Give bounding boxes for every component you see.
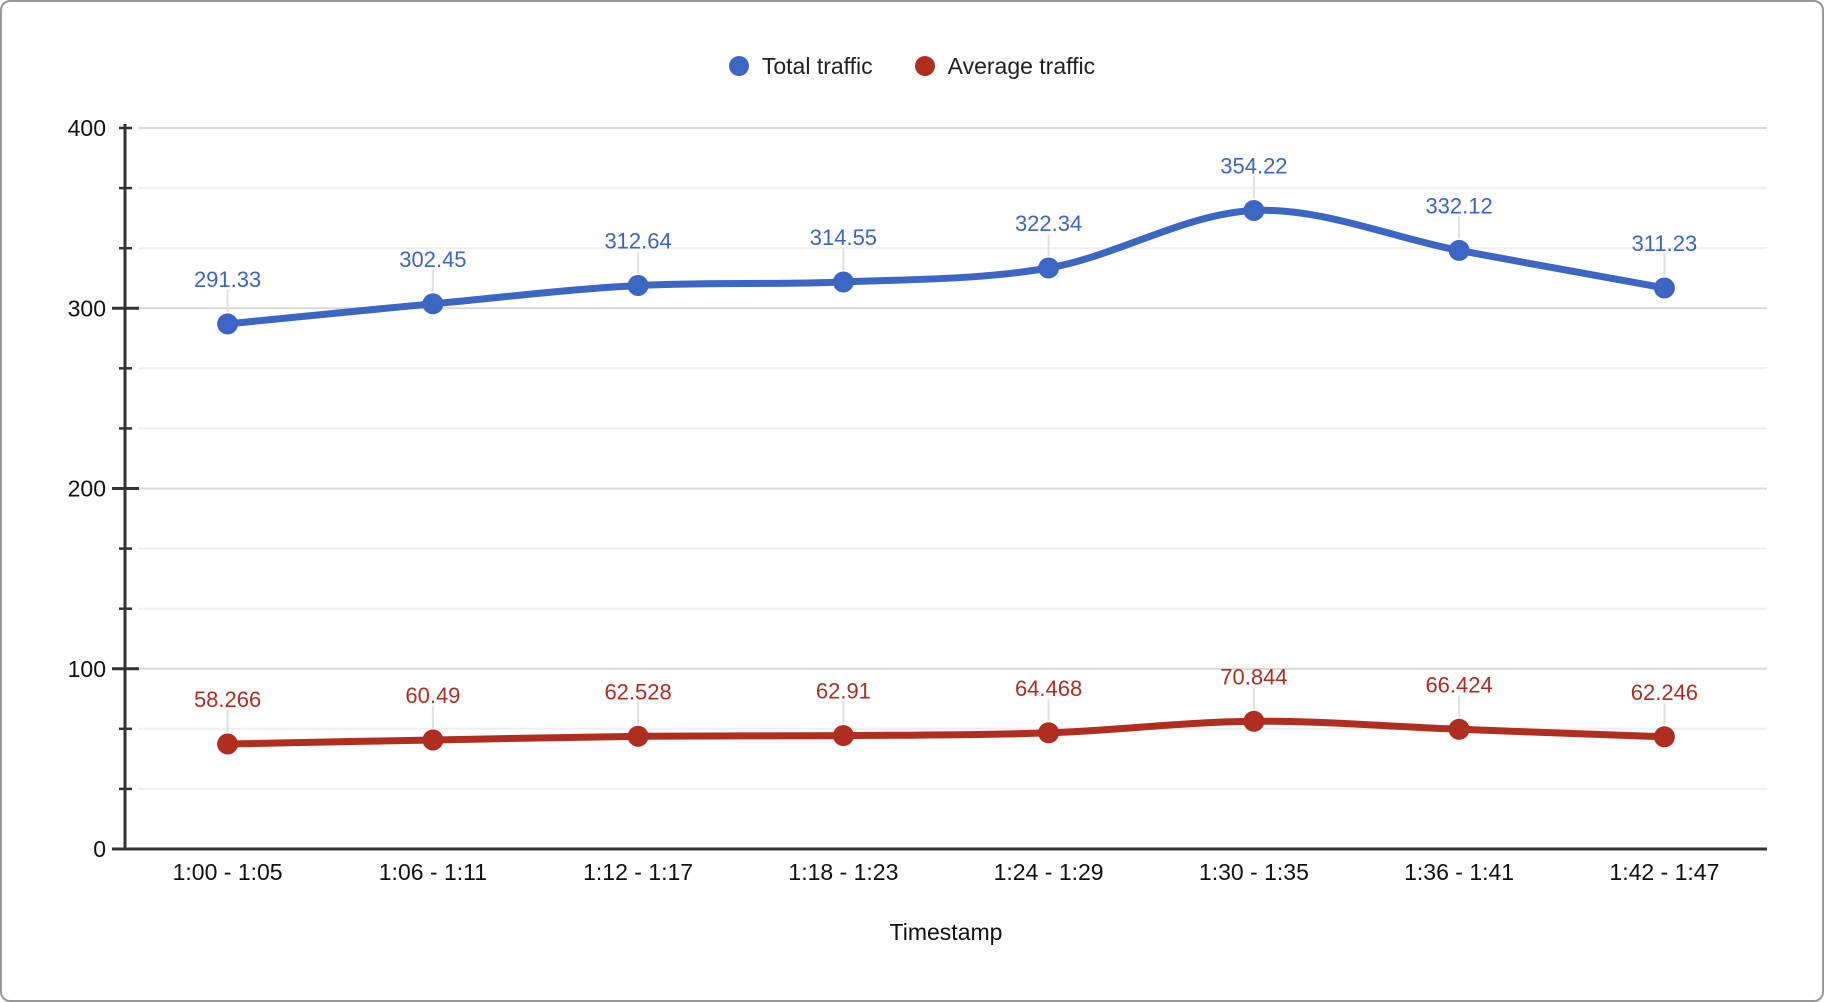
data-point-label-total-traffic-6: 332.12 — [1425, 193, 1492, 218]
x-tick-label-0: 1:00 - 1:05 — [173, 859, 283, 885]
data-point-marker-total-traffic-1[interactable] — [422, 293, 444, 315]
data-point-label-average-traffic-2: 62.528 — [604, 679, 671, 704]
y-tick-label-100: 100 — [68, 656, 106, 682]
x-tick-label-2: 1:12 - 1:17 — [583, 859, 693, 885]
data-point-marker-total-traffic-6[interactable] — [1448, 239, 1470, 261]
x-axis-title: Timestamp — [890, 919, 1003, 945]
chart-legend: Total traffic Average traffic — [2, 50, 1822, 82]
legend-item-total-traffic[interactable]: Total traffic — [728, 52, 873, 79]
data-point-marker-total-traffic-4[interactable] — [1038, 257, 1060, 279]
legend-swatch-average-traffic-icon — [914, 56, 935, 76]
data-point-marker-average-traffic-3[interactable] — [832, 725, 854, 747]
x-tick-label-6: 1:36 - 1:41 — [1404, 859, 1514, 885]
data-point-marker-total-traffic-0[interactable] — [217, 313, 239, 335]
x-tick-label-4: 1:24 - 1:29 — [994, 859, 1104, 885]
data-point-marker-average-traffic-4[interactable] — [1038, 722, 1060, 744]
data-point-label-average-traffic-3: 62.91 — [816, 679, 871, 704]
y-tick-label-400: 400 — [68, 115, 106, 141]
legend-label-average-traffic: Average traffic — [947, 52, 1096, 79]
data-point-label-total-traffic-1: 302.45 — [399, 247, 466, 272]
x-tick-label-5: 1:30 - 1:35 — [1199, 859, 1309, 885]
x-tick-label-1: 1:06 - 1:11 — [379, 859, 487, 885]
data-point-label-total-traffic-3: 314.55 — [810, 225, 877, 250]
legend-swatch-total-traffic-icon — [728, 56, 749, 76]
data-point-label-total-traffic-7: 311.23 — [1632, 231, 1698, 256]
y-tick-label-200: 200 — [68, 476, 106, 502]
data-point-marker-total-traffic-5[interactable] — [1243, 200, 1265, 221]
series-line-total-traffic[interactable] — [224, 206, 1668, 328]
data-point-label-average-traffic-0: 58.266 — [194, 687, 261, 712]
data-point-label-total-traffic-4: 322.34 — [1015, 211, 1082, 236]
data-point-label-average-traffic-4: 64.468 — [1015, 676, 1082, 701]
data-point-label-total-traffic-2: 312.64 — [604, 229, 671, 254]
data-point-marker-average-traffic-6[interactable] — [1448, 718, 1470, 740]
data-point-label-average-traffic-5: 70.844 — [1220, 664, 1287, 689]
data-point-marker-average-traffic-2[interactable] — [627, 725, 649, 747]
data-point-marker-average-traffic-7[interactable] — [1653, 726, 1675, 748]
legend-item-average-traffic[interactable]: Average traffic — [914, 52, 1096, 79]
data-point-label-average-traffic-6: 66.424 — [1425, 672, 1492, 697]
data-point-label-average-traffic-7: 62.246 — [1631, 680, 1698, 705]
data-point-marker-average-traffic-1[interactable] — [422, 729, 444, 751]
data-point-marker-average-traffic-5[interactable] — [1243, 710, 1265, 732]
y-tick-label-0: 0 — [93, 836, 106, 862]
y-tick-label-300: 300 — [68, 295, 106, 321]
x-tick-label-7: 1:42 - 1:47 — [1609, 859, 1719, 885]
data-point-marker-total-traffic-3[interactable] — [832, 271, 854, 293]
series-line-average-traffic[interactable] — [224, 717, 1668, 748]
data-point-label-total-traffic-5: 354.22 — [1220, 154, 1287, 179]
legend-label-total-traffic: Total traffic — [761, 52, 873, 79]
data-point-marker-total-traffic-2[interactable] — [627, 275, 649, 296]
data-point-label-total-traffic-0: 291.33 — [194, 267, 261, 292]
x-tick-label-3: 1:18 - 1:23 — [788, 859, 898, 885]
data-point-label-average-traffic-1: 60.49 — [405, 683, 460, 708]
data-point-marker-average-traffic-0[interactable] — [217, 733, 239, 755]
data-point-marker-total-traffic-7[interactable] — [1653, 277, 1675, 299]
